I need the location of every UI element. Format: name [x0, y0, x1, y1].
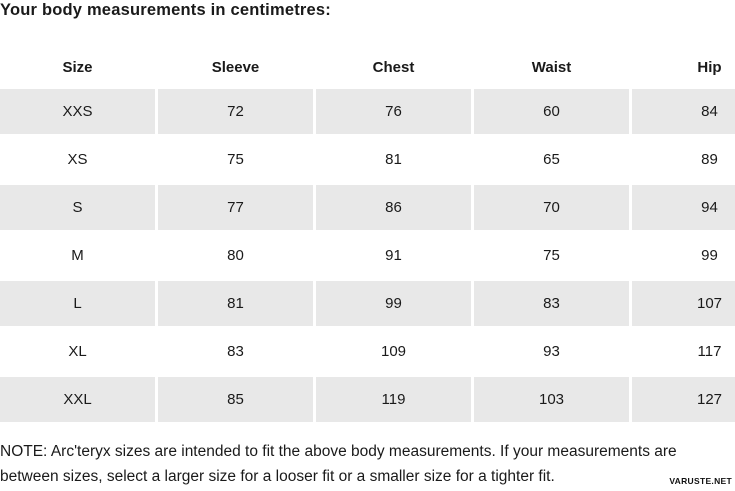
measurement-cell: 60	[474, 89, 629, 134]
measurement-cell: 76	[316, 89, 471, 134]
measurement-cell: 72	[158, 89, 313, 134]
watermark-logo: VARUSTE.NET	[669, 476, 732, 486]
measurement-cell: 89	[701, 151, 718, 168]
table-header-row: Size Sleeve Chest Waist Hip	[0, 45, 735, 89]
size-label: M	[71, 247, 84, 264]
size-label: XS	[67, 151, 88, 168]
column-header-size: Size	[62, 58, 93, 76]
table-row-xxs: XXS 72 76 60 84	[0, 89, 735, 134]
measurement-cell: 83	[474, 281, 629, 326]
measurement-cell: 81	[158, 281, 313, 326]
measurement-cell: 84	[632, 89, 735, 134]
measurement-cell: 70	[474, 185, 629, 230]
measurement-cell: 109	[380, 343, 407, 360]
table-row-m: M 80 91 75 99	[0, 233, 735, 278]
note-line-1: NOTE: Arc'teryx sizes are intended to fi…	[0, 443, 677, 460]
table-row-xs: XS 75 81 65 89	[0, 137, 735, 182]
note-line-2: between sizes, select a larger size for …	[0, 468, 555, 485]
column-header-hip: Hip	[697, 58, 722, 76]
measurement-cell: 81	[385, 151, 402, 168]
measurement-cell: 75	[227, 151, 244, 168]
table-row-xl: XL 83 109 93 117	[0, 329, 735, 374]
measurement-cell: 94	[632, 185, 735, 230]
measurement-cell: 107	[632, 281, 735, 326]
table-row-xxl: XXL 85 119 103 127	[0, 377, 735, 422]
measurement-cell: 99	[701, 247, 718, 264]
measurement-cell: 127	[632, 377, 735, 422]
size-label: XXL	[0, 377, 155, 422]
size-label: XXS	[0, 89, 155, 134]
table-row-s: S 77 86 70 94	[0, 185, 735, 230]
measurement-cell: 93	[543, 343, 560, 360]
measurement-cell: 86	[316, 185, 471, 230]
column-header-chest: Chest	[372, 58, 415, 76]
note-text: NOTE: Arc'teryx sizes are intended to fi…	[0, 439, 677, 489]
column-header-waist: Waist	[531, 58, 572, 76]
size-label: L	[0, 281, 155, 326]
page-title: Your body measurements in centimetres:	[0, 1, 331, 19]
measurement-cell: 117	[697, 343, 722, 360]
measurement-cell: 99	[316, 281, 471, 326]
size-label: S	[0, 185, 155, 230]
measurement-cell: 85	[158, 377, 313, 422]
size-table: Size Sleeve Chest Waist Hip XXS 72 76 60 84 XS 75 8…	[0, 45, 735, 422]
measurement-cell: 77	[158, 185, 313, 230]
table-row-l: L 81 99 83 107	[0, 281, 735, 326]
measurement-cell: 75	[543, 247, 560, 264]
measurement-cell: 119	[316, 377, 471, 422]
measurement-cell: 65	[543, 151, 560, 168]
measurement-cell: 103	[474, 377, 629, 422]
column-header-sleeve: Sleeve	[211, 58, 260, 76]
measurement-cell: 80	[227, 247, 244, 264]
measurement-cell: 83	[227, 343, 244, 360]
measurement-cell: 91	[385, 247, 402, 264]
table-body: XXS 72 76 60 84 XS 75 81 65 89 S 77 86 70 94 M 80 91 75 99 L…	[0, 89, 735, 422]
size-label: XL	[68, 343, 87, 360]
